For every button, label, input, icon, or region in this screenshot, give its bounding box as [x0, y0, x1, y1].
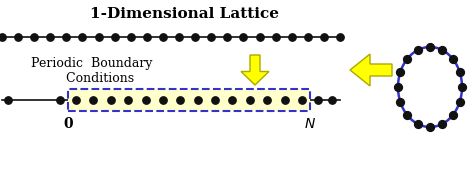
Point: [208, 36, 215, 38]
Point: [264, 99, 271, 101]
Point: [56, 99, 64, 101]
Point: [304, 36, 311, 38]
Text: 1-Dimensional Lattice: 1-Dimensional Lattice: [91, 7, 280, 21]
Point: [127, 36, 135, 38]
Point: [107, 99, 115, 101]
Point: [176, 99, 184, 101]
Point: [449, 57, 456, 60]
Point: [272, 36, 279, 38]
Point: [224, 36, 231, 38]
Text: Periodic  Boundary
    Conditions: Periodic Boundary Conditions: [31, 57, 153, 85]
Point: [143, 36, 151, 38]
Polygon shape: [241, 55, 269, 85]
Point: [0, 36, 6, 38]
Point: [397, 101, 404, 104]
Point: [142, 99, 149, 101]
Point: [414, 122, 421, 125]
Point: [403, 57, 411, 60]
Polygon shape: [350, 54, 392, 86]
Point: [414, 49, 421, 51]
Point: [246, 99, 254, 101]
Point: [72, 99, 80, 101]
Point: [458, 86, 466, 88]
Point: [159, 36, 167, 38]
Point: [95, 36, 102, 38]
Point: [314, 99, 322, 101]
Point: [394, 86, 402, 88]
Point: [328, 99, 336, 101]
Point: [79, 36, 86, 38]
Text: $N$: $N$: [304, 117, 316, 131]
Point: [191, 36, 199, 38]
Point: [298, 99, 306, 101]
Point: [30, 36, 38, 38]
Point: [336, 36, 344, 38]
Point: [397, 70, 404, 73]
Point: [14, 36, 22, 38]
Point: [124, 99, 132, 101]
Point: [46, 36, 54, 38]
Point: [194, 99, 201, 101]
Point: [426, 46, 434, 48]
Point: [228, 99, 236, 101]
Point: [175, 36, 183, 38]
Point: [403, 114, 411, 117]
Point: [111, 36, 118, 38]
Point: [449, 114, 456, 117]
Point: [438, 49, 446, 51]
Point: [320, 36, 328, 38]
Point: [211, 99, 219, 101]
FancyBboxPatch shape: [68, 89, 310, 111]
Point: [456, 70, 464, 73]
Point: [90, 99, 97, 101]
Point: [281, 99, 288, 101]
Text: 0: 0: [63, 117, 73, 131]
Point: [159, 99, 167, 101]
Point: [63, 36, 70, 38]
Point: [456, 101, 464, 104]
Point: [240, 36, 247, 38]
Point: [288, 36, 295, 38]
Point: [4, 99, 12, 101]
Point: [256, 36, 264, 38]
Point: [426, 126, 434, 128]
Point: [438, 122, 446, 125]
